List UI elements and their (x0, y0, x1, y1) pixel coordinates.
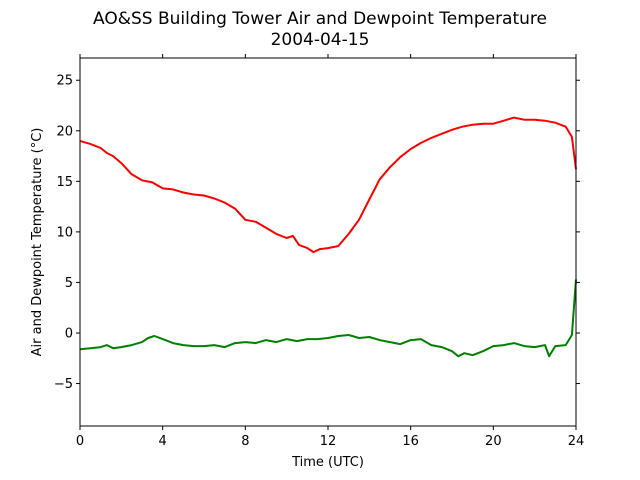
y-tick-label: −5 (54, 377, 73, 392)
x-tick-label: 24 (568, 434, 585, 449)
x-tick-label: 16 (402, 434, 419, 449)
chart-title: AO&SS Building Tower Air and Dewpoint Te… (93, 9, 547, 29)
chart-subtitle: 2004-04-15 (271, 30, 370, 50)
y-tick-label: 25 (56, 74, 73, 89)
x-tick-label: 20 (485, 434, 502, 449)
plot-frame (79, 57, 577, 427)
y-tick-label: 20 (56, 124, 73, 139)
plot-lines (79, 116, 577, 358)
x-axis-label: Time (UTC) (291, 455, 364, 470)
series-line-0 (79, 116, 577, 254)
axis-ticks: 0 4 8 12 16 20 24 −5 0 5 10 15 20 25 (54, 54, 584, 449)
y-tick-label: 10 (56, 225, 73, 240)
y-tick-label: 5 (65, 276, 73, 291)
y-tick-label: 15 (56, 175, 73, 190)
series-line-1 (79, 279, 577, 358)
x-tick-label: 12 (320, 434, 337, 449)
x-tick-label: 0 (76, 434, 84, 449)
x-tick-label: 8 (241, 434, 249, 449)
y-axis-label: Air and Dewpoint Temperature (°C) (30, 128, 45, 357)
x-tick-label: 4 (159, 434, 167, 449)
y-tick-label: 0 (65, 326, 73, 341)
